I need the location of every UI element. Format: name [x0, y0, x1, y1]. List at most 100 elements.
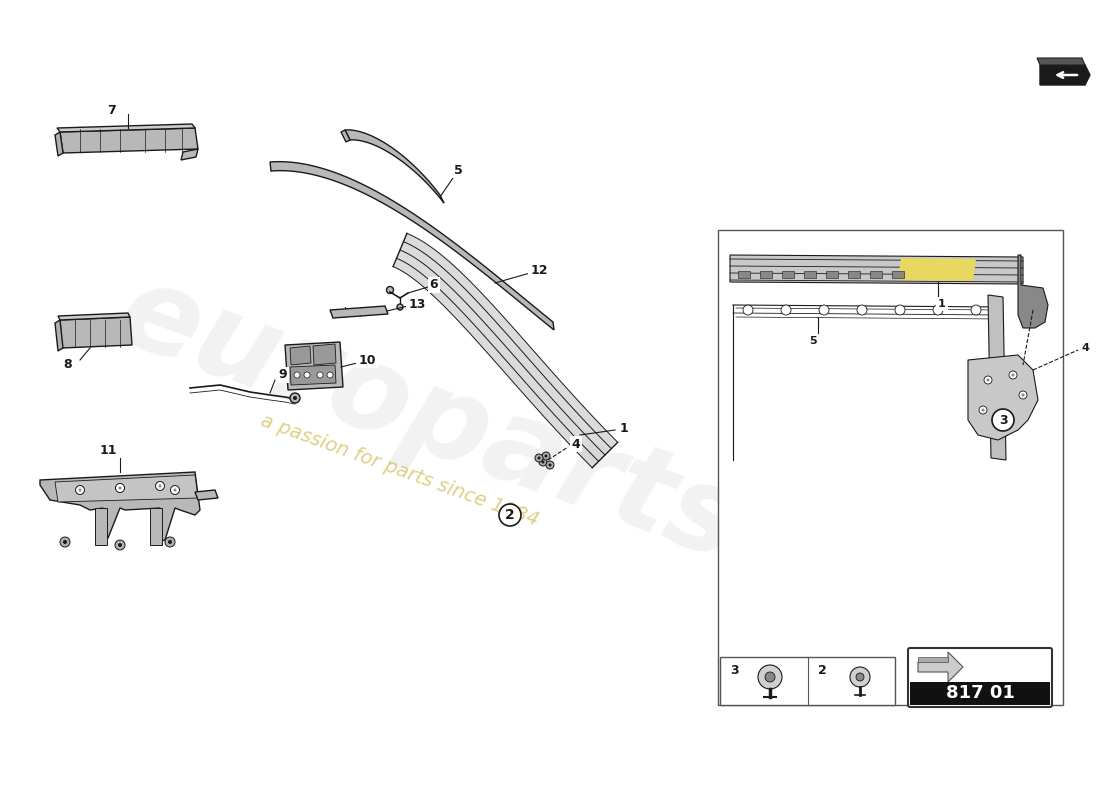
Bar	[760, 271, 772, 278]
Circle shape	[294, 372, 300, 378]
Circle shape	[538, 457, 540, 459]
Polygon shape	[345, 130, 444, 203]
Circle shape	[60, 537, 70, 547]
Circle shape	[1019, 391, 1027, 399]
Circle shape	[293, 396, 297, 400]
Polygon shape	[968, 355, 1038, 440]
Circle shape	[290, 393, 300, 403]
Polygon shape	[55, 475, 198, 502]
Text: 5: 5	[453, 163, 462, 177]
Circle shape	[304, 372, 310, 378]
Bar	[848, 271, 860, 278]
Bar	[870, 271, 882, 278]
Polygon shape	[918, 652, 962, 682]
Circle shape	[76, 486, 85, 494]
Circle shape	[764, 672, 776, 682]
Polygon shape	[55, 320, 63, 351]
Text: 4: 4	[1081, 343, 1089, 353]
Circle shape	[981, 409, 984, 411]
Circle shape	[118, 543, 122, 547]
Polygon shape	[1040, 65, 1090, 85]
Text: a passion for parts since 1984: a passion for parts since 1984	[258, 410, 541, 530]
Polygon shape	[330, 306, 388, 318]
Polygon shape	[1018, 255, 1048, 328]
Polygon shape	[58, 313, 130, 320]
Circle shape	[168, 540, 172, 544]
Circle shape	[971, 305, 981, 315]
Circle shape	[78, 489, 81, 491]
Circle shape	[856, 673, 864, 681]
Bar	[738, 271, 750, 278]
Polygon shape	[270, 162, 554, 330]
Text: 2: 2	[818, 663, 827, 677]
Text: 9: 9	[278, 369, 287, 382]
Circle shape	[539, 458, 547, 466]
Bar	[826, 271, 838, 278]
Circle shape	[119, 486, 121, 490]
Circle shape	[499, 504, 521, 526]
Polygon shape	[718, 230, 1063, 705]
Circle shape	[170, 486, 179, 494]
Circle shape	[327, 372, 333, 378]
Circle shape	[1009, 371, 1018, 379]
Bar	[804, 271, 816, 278]
Circle shape	[116, 483, 124, 493]
Circle shape	[116, 540, 125, 550]
Circle shape	[535, 454, 543, 462]
Circle shape	[979, 406, 987, 414]
Text: 8: 8	[64, 358, 73, 371]
Circle shape	[317, 372, 323, 378]
Polygon shape	[341, 130, 350, 142]
Polygon shape	[57, 124, 195, 132]
Polygon shape	[285, 342, 343, 390]
Circle shape	[541, 461, 544, 463]
Text: 12: 12	[530, 263, 548, 277]
Circle shape	[549, 463, 551, 466]
Text: 2: 2	[505, 508, 515, 522]
Circle shape	[63, 540, 67, 544]
Circle shape	[155, 482, 165, 490]
Text: 1: 1	[619, 422, 628, 434]
Polygon shape	[730, 255, 1023, 284]
Bar	[892, 271, 904, 278]
Polygon shape	[40, 472, 200, 542]
Circle shape	[933, 305, 943, 315]
Text: 10: 10	[359, 354, 376, 366]
Polygon shape	[55, 132, 63, 156]
Circle shape	[174, 489, 176, 491]
Text: 11: 11	[99, 443, 117, 457]
Text: europarts: europarts	[103, 254, 756, 586]
Polygon shape	[1037, 58, 1085, 65]
Polygon shape	[290, 365, 336, 385]
Circle shape	[1022, 394, 1024, 397]
Polygon shape	[150, 508, 162, 545]
Circle shape	[758, 665, 782, 689]
Polygon shape	[290, 346, 311, 365]
Text: 3: 3	[730, 663, 738, 677]
Polygon shape	[95, 508, 107, 545]
Circle shape	[992, 409, 1014, 431]
Polygon shape	[60, 128, 198, 153]
Circle shape	[546, 461, 554, 469]
Polygon shape	[182, 149, 198, 160]
Text: 7: 7	[108, 103, 117, 117]
Circle shape	[544, 454, 548, 458]
Circle shape	[158, 485, 162, 487]
Circle shape	[1012, 374, 1014, 377]
Polygon shape	[60, 317, 132, 348]
Polygon shape	[720, 657, 895, 705]
Circle shape	[397, 304, 403, 310]
Text: 13: 13	[408, 298, 426, 310]
Circle shape	[386, 286, 394, 294]
Text: 817 01: 817 01	[946, 684, 1014, 702]
Circle shape	[542, 452, 550, 460]
FancyBboxPatch shape	[908, 648, 1052, 707]
Circle shape	[857, 305, 867, 315]
Circle shape	[1001, 414, 1004, 417]
Circle shape	[987, 378, 990, 382]
Polygon shape	[988, 295, 1007, 460]
Circle shape	[742, 305, 754, 315]
Circle shape	[820, 305, 829, 315]
Polygon shape	[393, 234, 618, 468]
Circle shape	[850, 667, 870, 687]
